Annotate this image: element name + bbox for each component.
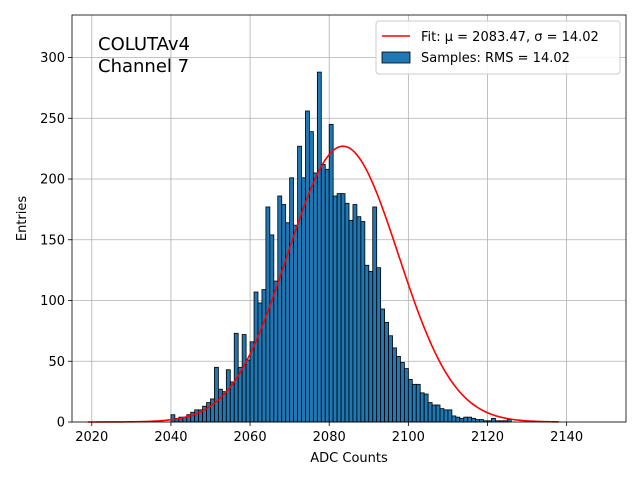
histogram-bar: [218, 388, 223, 423]
legend: Fit: μ = 2083.47, σ = 14.02 Samples: RMS…: [375, 20, 621, 75]
histogram-bar: [261, 289, 267, 423]
histogram-bar: [439, 408, 445, 423]
histogram-bar: [277, 195, 283, 423]
histogram-bar: [309, 131, 314, 423]
histogram-bar: [471, 417, 477, 423]
x-tick-label: 2140: [550, 430, 583, 445]
histogram-bar: [289, 177, 294, 423]
histogram-bar: [368, 270, 374, 423]
histogram-bar: [344, 202, 350, 423]
histogram-bar: [392, 347, 397, 423]
histogram-bar: [427, 402, 433, 423]
histogram-bar: [467, 416, 473, 423]
histogram-bar: [419, 392, 425, 423]
histogram-bar: [407, 379, 413, 423]
histogram-bar: [415, 383, 421, 423]
histogram-bar: [194, 409, 200, 423]
histogram-bar: [372, 206, 378, 423]
legend-box: [375, 20, 621, 75]
legend-samples-label: Samples: RMS = 14.02: [421, 51, 570, 66]
histogram-bar: [229, 381, 235, 423]
histogram-bar: [210, 398, 215, 423]
histogram-bar: [396, 355, 401, 423]
y-axis-label: Entries: [15, 196, 30, 242]
histogram-bar: [423, 393, 429, 423]
x-axis-label: ADC Counts: [310, 451, 388, 466]
y-tick-label: 100: [40, 294, 65, 309]
histogram-bar: [360, 221, 366, 423]
histogram-bar: [431, 404, 437, 423]
annotation-line-1: COLUTAv4: [98, 34, 190, 55]
histogram-bar: [352, 204, 358, 423]
histogram-bar: [443, 409, 449, 423]
histogram-bar: [273, 280, 279, 423]
histogram-bar: [380, 308, 386, 423]
histogram-bar: [411, 383, 417, 423]
histogram-bar: [388, 335, 393, 423]
histogram-bar: [301, 177, 306, 423]
histogram-bar: [451, 415, 457, 423]
histogram-bar: [400, 362, 405, 423]
histogram-bar: [312, 172, 318, 423]
histogram-bar: [225, 369, 231, 423]
x-tick-label: 2080: [313, 430, 346, 445]
histogram-bar: [214, 366, 219, 423]
histogram-bar: [293, 224, 298, 423]
histogram-bar: [403, 368, 409, 423]
histogram-bar: [269, 234, 275, 423]
histogram-bar: [320, 164, 326, 423]
y-tick-label: 150: [40, 233, 65, 248]
histogram-bar: [328, 123, 334, 423]
axes-frame: [71, 14, 627, 423]
histogram-bar: [170, 414, 176, 423]
histogram-bar: [297, 145, 302, 423]
histogram-bar: [348, 219, 354, 423]
annotation-line-2: Channel 7: [98, 56, 189, 77]
histogram-bar: [376, 267, 382, 423]
histogram-bar: [316, 71, 322, 423]
fit-curve: [87, 145, 559, 423]
histogram-bar: [253, 291, 259, 423]
y-tick-label: 0: [57, 416, 65, 431]
x-tick-label: 2040: [154, 430, 187, 445]
x-tick-label: 2020: [75, 430, 108, 445]
y-tick-label: 200: [40, 173, 65, 188]
histogram-bar: [305, 110, 310, 423]
histogram-bar: [257, 302, 263, 423]
y-tick-label: 50: [48, 355, 65, 370]
x-tick-label: 2100: [392, 430, 425, 445]
histogram-bar: [455, 416, 461, 423]
histogram-bar: [241, 334, 247, 423]
histogram-bar: [459, 417, 465, 423]
histogram-bar: [332, 195, 338, 423]
histogram-bar: [364, 264, 370, 423]
y-tick-label: 250: [40, 112, 65, 127]
bars-layer: [170, 71, 512, 423]
legend-fit-label: Fit: μ = 2083.47, σ = 14.02: [421, 30, 599, 45]
histogram-bar: [463, 416, 469, 423]
histogram-bar: [324, 168, 330, 423]
histogram-bar: [435, 404, 441, 423]
histogram-bar: [384, 321, 389, 423]
histogram-bar: [491, 417, 496, 423]
histogram-bar: [336, 193, 342, 423]
x-tick-label: 2060: [234, 430, 267, 445]
histogram-bar: [340, 193, 346, 423]
histogram-bar: [447, 409, 453, 423]
histogram-bar: [281, 204, 287, 423]
histogram-bar: [356, 216, 362, 423]
ticks-layer: 2020 2040 2060 2080 2100 2120 2140 0 50 100 150 200…: [40, 51, 583, 445]
legend-bar-swatch: [381, 51, 411, 64]
x-tick-label: 2120: [471, 430, 504, 445]
y-tick-label: 300: [40, 51, 65, 66]
histogram-bar: [245, 359, 251, 423]
